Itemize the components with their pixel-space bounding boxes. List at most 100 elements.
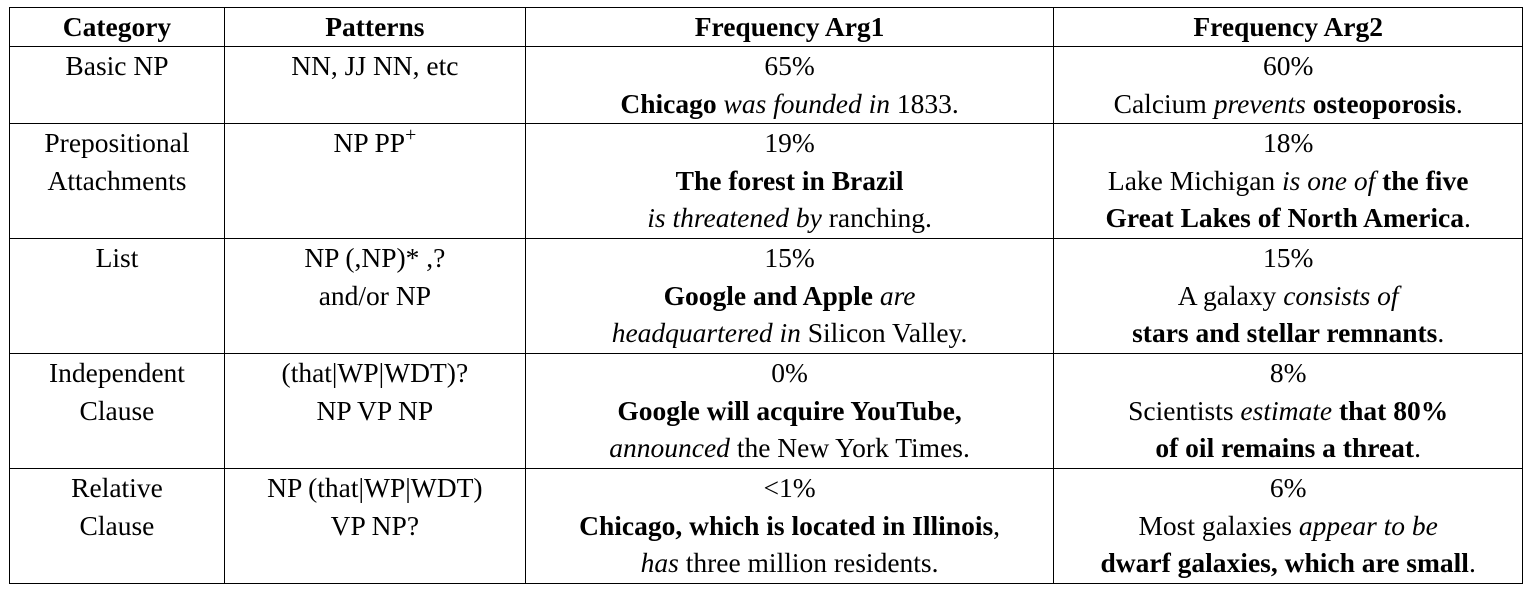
example-line: dwarf galaxies, which are small. — [1058, 544, 1518, 582]
example-line: announced the New York Times. — [530, 429, 1050, 467]
arg2-cell: 18% Lake Michigan is one of the five Great… — [1053, 123, 1523, 239]
header-frequency-arg1: Frequency Arg1 — [524, 7, 1055, 47]
example-line: A galaxy consists of — [1058, 277, 1518, 315]
patterns-cell: (that|WP|WDT)? NP VP NP — [223, 353, 526, 469]
category-label: Prepositional — [44, 127, 190, 158]
relation-text: headquartered in — [611, 317, 801, 348]
argument-text: The forest in Brazil — [675, 164, 904, 196]
argument-text: Chicago — [620, 87, 717, 119]
arg2-cell: 6% Most galaxies appear to be dwarf galaxi… — [1053, 468, 1523, 584]
argument-text: Google and Apple — [663, 279, 873, 311]
pattern-label: and/or NP — [318, 279, 431, 311]
patterns-cell: NN, JJ NN, etc — [223, 46, 526, 124]
frequency-value: 8% — [1269, 357, 1307, 388]
category-label: Attachments — [47, 164, 187, 196]
category-label: Independent — [49, 357, 185, 388]
category-cell: List — [9, 238, 225, 354]
example-line: Chicago, which is located in Illinois, — [530, 507, 1050, 545]
category-cell: Prepositional Attachments — [9, 123, 225, 239]
plain-text — [1332, 395, 1339, 426]
category-label: Basic NP — [65, 50, 169, 81]
frequency-value: 0% — [771, 357, 808, 388]
argument-text: dwarf galaxies, which are small — [1100, 547, 1469, 578]
table-row: List NP (,NP)* ,? and/or NP 15% Google and A… — [9, 238, 1523, 354]
example-line: has three million residents. — [530, 544, 1050, 582]
pattern-label: (that|WP|WDT)? — [281, 357, 469, 388]
example-line: Most galaxies appear to be — [1058, 507, 1518, 545]
category-label: Clause — [79, 394, 155, 426]
plain-text: . — [1414, 432, 1421, 463]
plain-text — [873, 280, 880, 311]
frequency-value: <1% — [763, 472, 816, 503]
plain-text: the New York Times. — [729, 432, 970, 463]
category-label: Relative — [71, 472, 163, 503]
header-frequency-arg2: Frequency Arg2 — [1053, 7, 1523, 47]
pattern-label: NP VP NP — [316, 394, 434, 426]
arg2-cell: 8% Scientists estimate that 80% of oil rem… — [1053, 353, 1523, 469]
arg1-cell: <1% Chicago, which is located in Illinois… — [524, 468, 1055, 584]
example-line: Chicago was founded in 1833. — [530, 85, 1050, 123]
header-category: Category — [9, 7, 225, 47]
table-row: Relative Clause NP (that|WP|WDT) VP NP? <1% C… — [9, 468, 1523, 584]
argument-text: stars and stellar remnants — [1132, 317, 1438, 348]
argument-text: of oil remains a threat — [1155, 432, 1415, 463]
arg1-cell: 19% The forest in Brazil is threatened by … — [524, 123, 1055, 239]
plain-text: Scientists — [1128, 394, 1241, 426]
example-line: stars and stellar remnants. — [1058, 314, 1518, 352]
table-row: Prepositional Attachments NP PP+ 19% The for… — [9, 123, 1523, 239]
plain-text: Most galaxies — [1138, 509, 1299, 541]
relation-text: was founded in — [723, 87, 891, 119]
arg1-cell: 15% Google and Apple are headquartered in … — [524, 238, 1055, 354]
example-line: Great Lakes of North America. — [1058, 199, 1518, 237]
frequency-value: 15% — [764, 242, 815, 273]
table-row: Independent Clause (that|WP|WDT)? NP VP NP 0… — [9, 353, 1523, 469]
pattern-label: NP PP+ — [333, 124, 417, 158]
frequency-value: 18% — [1262, 127, 1314, 158]
example-line: of oil remains a threat. — [1058, 429, 1518, 467]
table-body: Basic NP NN, JJ NN, etc 65% Chicago was fou… — [9, 46, 1523, 584]
arg1-cell: 65% Chicago was founded in 1833. — [524, 46, 1055, 124]
example-line: Scientists estimate that 80% — [1058, 392, 1518, 430]
relation-text: appear to be — [1298, 509, 1438, 541]
plain-text: . — [1468, 547, 1476, 578]
category-label: List — [95, 242, 139, 273]
example-line: The forest in Brazil — [530, 162, 1050, 200]
category-cell: Relative Clause — [9, 468, 225, 584]
frequency-value: 15% — [1262, 242, 1314, 273]
relation-text: consists of — [1283, 279, 1399, 311]
patterns-cell: NP (,NP)* ,? and/or NP — [223, 238, 526, 354]
example-line: Calcium prevents osteoporosis. — [1058, 85, 1518, 123]
category-cell: Independent Clause — [9, 353, 225, 469]
relation-text: has — [640, 547, 679, 578]
arg2-cell: 60% Calcium prevents osteoporosis. — [1053, 46, 1523, 124]
frequency-value: 65% — [764, 50, 815, 81]
plain-text: . — [1437, 317, 1445, 348]
pattern-label: NN, JJ NN, etc — [291, 50, 459, 81]
frequency-value: 60% — [1262, 50, 1314, 81]
plain-text: A galaxy — [1177, 279, 1284, 311]
table-row: Basic NP NN, JJ NN, etc 65% Chicago was fou… — [9, 46, 1523, 124]
pattern-superscript: + — [405, 124, 417, 147]
relation-text: are — [879, 279, 916, 311]
relation-text: is threatened by — [647, 202, 822, 233]
argument-text: Google will acquire YouTube, — [617, 394, 962, 426]
pattern-label: VP NP? — [330, 509, 420, 541]
header-patterns: Patterns — [223, 7, 526, 47]
argument-text: that 80% — [1338, 394, 1449, 426]
frequency-value: 6% — [1269, 472, 1307, 503]
patterns-cell: NP (that|WP|WDT) VP NP? — [223, 468, 526, 584]
plain-text: three million residents. — [678, 547, 939, 578]
example-line: Google and Apple are — [530, 277, 1050, 315]
plain-text: Lake Michigan — [1107, 164, 1283, 196]
argument-text: osteoporosis — [1312, 87, 1456, 119]
plain-text: . — [1463, 202, 1471, 233]
argument-text: Great Lakes of North America — [1105, 202, 1464, 233]
argument-patterns-table: Category Patterns Frequency Arg1 Frequen… — [9, 7, 1523, 584]
plain-text: , — [993, 509, 1001, 541]
arg2-cell: 15% A galaxy consists of stars and stellar… — [1053, 238, 1523, 354]
relation-text: estimate — [1240, 394, 1333, 426]
relation-text: is one of — [1282, 164, 1376, 196]
pattern-label: NP (,NP)* ,? — [304, 242, 446, 273]
header-row: Category Patterns Frequency Arg1 Frequen… — [9, 7, 1523, 47]
example-line: is threatened by ranching. — [530, 199, 1050, 237]
